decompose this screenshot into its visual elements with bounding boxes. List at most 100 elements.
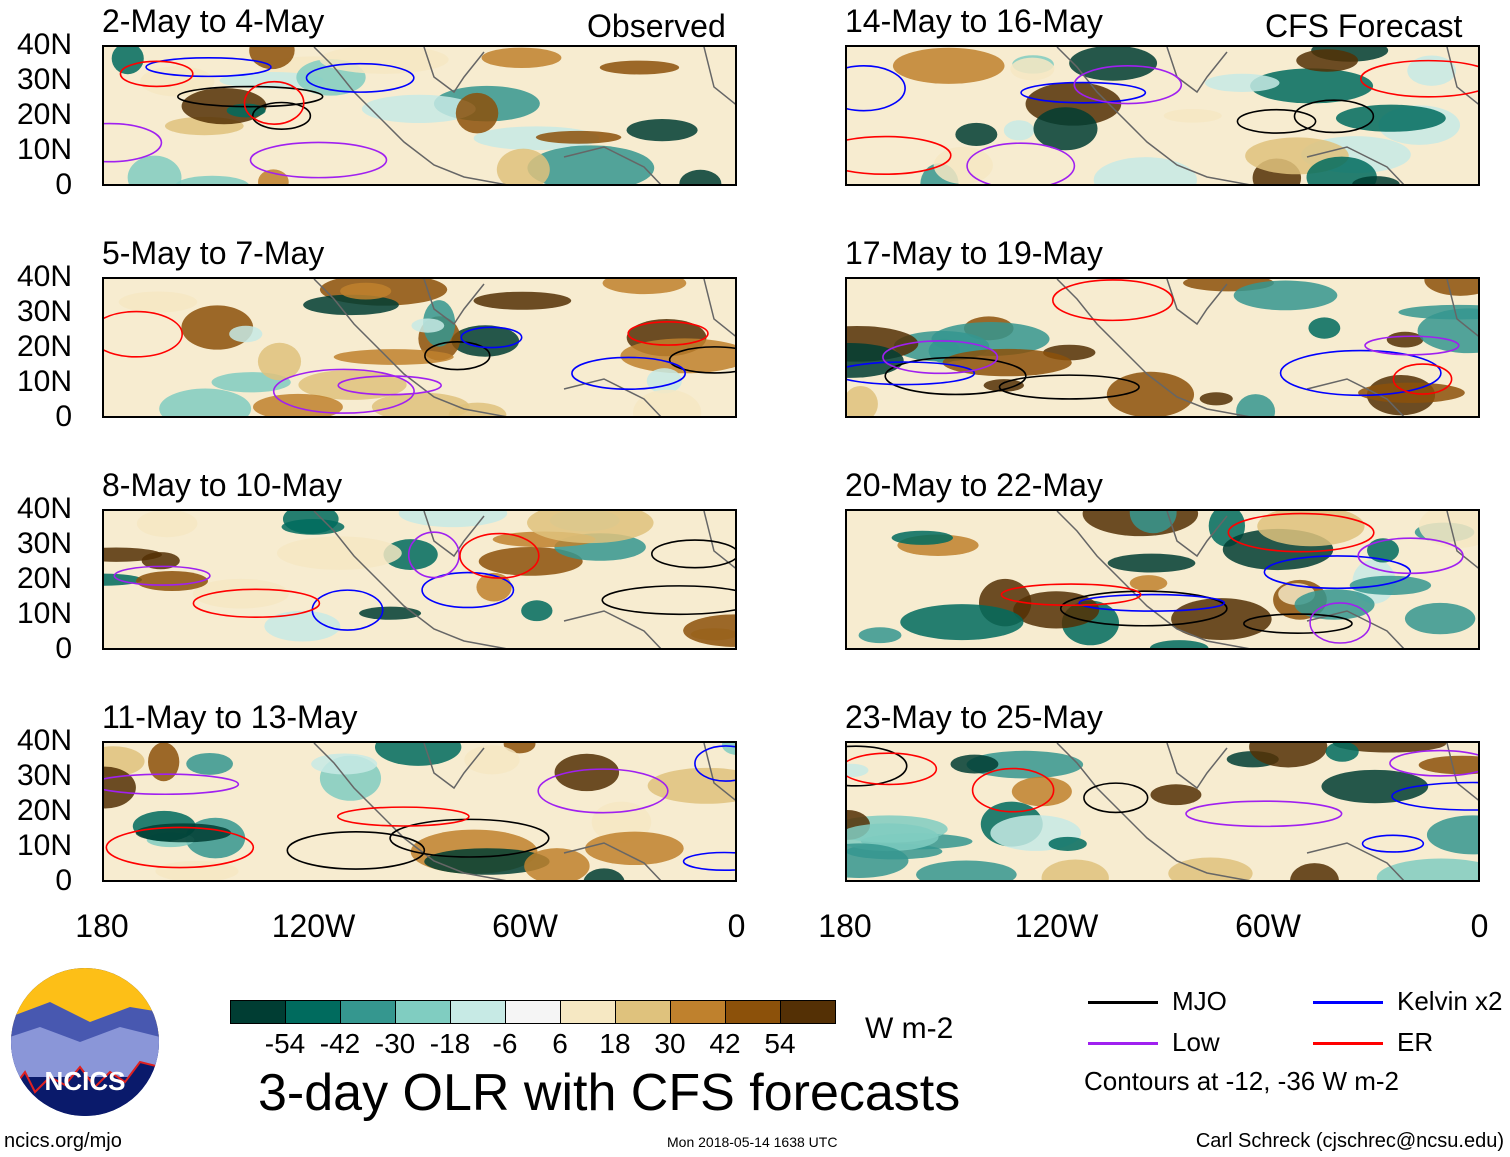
olr-anomaly-shading	[983, 379, 1025, 392]
lat-label: 20N	[16, 98, 72, 131]
olr-anomaly-shading	[599, 60, 680, 75]
colorbar-label: -42	[319, 1028, 361, 1059]
olr-anomaly-shading	[141, 552, 180, 570]
olr-anomaly-shading	[527, 145, 655, 184]
olr-anomaly-shading	[1349, 575, 1432, 596]
wave-contour	[627, 320, 709, 346]
olr-anomaly-shading	[1418, 511, 1478, 548]
olr-anomaly-shading	[1106, 371, 1195, 416]
wave-contour	[105, 826, 255, 869]
olr-anomaly-shading	[175, 175, 249, 184]
legend-line	[1088, 1001, 1158, 1004]
olr-anomaly-shading	[1332, 743, 1447, 753]
olr-anomaly-shading	[1093, 157, 1198, 184]
olr-anomaly-shading	[1294, 589, 1375, 620]
wave-contour	[1000, 583, 1142, 607]
olr-anomaly-shading	[583, 868, 625, 880]
olr-anomaly-shading	[311, 753, 378, 775]
olr-anomaly-shading	[626, 118, 698, 142]
lat-label: 20N	[16, 794, 72, 827]
wave-contour	[1236, 108, 1317, 134]
wave-contour	[459, 532, 540, 579]
olr-anomaly-shading	[633, 389, 702, 416]
olr-anomaly-shading	[554, 753, 620, 792]
olr-anomaly-shading	[1168, 857, 1253, 880]
legend-line	[1313, 1042, 1383, 1045]
olr-anomaly-shading	[1199, 392, 1233, 406]
lat-label: 30N	[16, 527, 72, 560]
panel-title: 14-May to 16-May	[845, 3, 1103, 39]
olr-anomaly-shading	[1236, 394, 1276, 416]
colorbar-label: 54	[764, 1028, 796, 1059]
olr-anomaly-shading	[1352, 176, 1400, 184]
coastline	[1056, 511, 1478, 648]
wave-contour	[336, 806, 470, 827]
wave-contour	[884, 356, 1027, 396]
colorbar-swatch	[725, 1000, 781, 1024]
colorbar-swatch	[285, 1000, 341, 1024]
legend-label: MJO	[1172, 986, 1227, 1016]
wave-contour	[682, 851, 735, 872]
olr-map-panel	[102, 277, 737, 418]
olr-anomaly-shading	[1376, 858, 1478, 880]
wave-contour	[668, 346, 735, 374]
olr-anomaly-shading	[155, 860, 239, 880]
wave-contour	[847, 745, 908, 787]
olr-anomaly-shading	[847, 843, 909, 878]
olr-anomaly-shading	[464, 745, 520, 775]
olr-anomaly-shading	[1386, 331, 1424, 348]
olr-anomaly-shading	[473, 291, 572, 310]
colorbar-swatch	[670, 1000, 726, 1024]
olr-anomaly-shading	[398, 511, 508, 528]
olr-anomaly-shading	[140, 66, 215, 97]
olr-anomaly-shading	[192, 578, 289, 609]
olr-anomaly-shading	[931, 322, 1050, 356]
olr-anomaly-shading	[1367, 538, 1399, 563]
wave-contour	[145, 56, 272, 78]
olr-anomaly-shading	[371, 392, 470, 416]
olr-anomaly-shading	[847, 385, 878, 416]
olr-anomaly-shading	[955, 122, 998, 147]
olr-anomaly-shading	[136, 570, 208, 592]
colorbar-swatch	[615, 1000, 671, 1024]
olr-anomaly-shading	[411, 318, 445, 333]
olr-anomaly-shading	[916, 860, 1017, 880]
olr-map-panel	[102, 509, 737, 650]
wave-contour	[1083, 782, 1149, 814]
olr-anomaly-shading	[1325, 743, 1359, 762]
coastline	[1056, 47, 1478, 184]
wave-contour	[286, 831, 426, 870]
coastline	[313, 511, 735, 648]
olr-anomaly-shading	[424, 848, 550, 875]
wave-contour	[847, 361, 976, 386]
olr-anomaly-shading	[1250, 68, 1374, 104]
olr-map-panel	[845, 509, 1480, 650]
wave-contour	[1059, 590, 1228, 627]
olr-anomaly-shading	[1171, 598, 1272, 640]
olr-anomaly-shading	[481, 47, 562, 69]
olr-anomaly-shading	[679, 169, 722, 184]
wave-contour	[1309, 602, 1371, 644]
olr-anomaly-shading	[1003, 120, 1035, 141]
olr-anomaly-shading	[1129, 575, 1168, 592]
wave-contour	[272, 368, 415, 414]
olr-anomaly-shading	[127, 155, 182, 184]
colorbar-label: 6	[552, 1028, 568, 1059]
wave-contour	[882, 340, 999, 375]
colorbar-swatch	[230, 1000, 286, 1024]
ncics-logo: NCICS	[11, 968, 159, 1116]
wave-contour	[998, 374, 1140, 400]
olr-anomaly-shading	[478, 547, 583, 576]
colorbar-label: -6	[492, 1028, 518, 1059]
olr-anomaly-shading	[118, 291, 198, 313]
wave-contour	[1392, 363, 1453, 395]
olr-anomaly-shading	[496, 148, 550, 184]
lat-label: 30N	[16, 295, 72, 328]
olr-anomaly-shading	[1048, 836, 1087, 851]
lat-label: 10N	[16, 829, 72, 862]
wave-contour	[1263, 555, 1412, 590]
olr-anomaly-shading	[1321, 769, 1429, 804]
colorbar-label: 42	[709, 1028, 741, 1059]
olr-anomaly-shading	[1129, 511, 1177, 534]
panel-title: 17-May to 19-May	[845, 235, 1103, 271]
